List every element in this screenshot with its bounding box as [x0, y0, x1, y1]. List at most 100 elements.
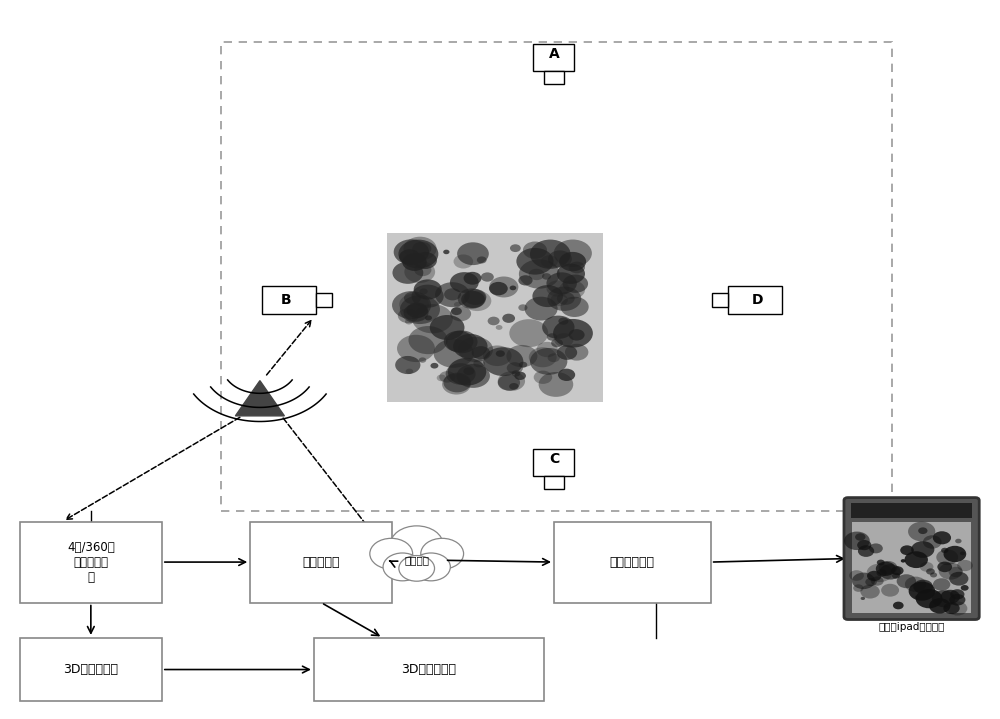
- Circle shape: [402, 253, 427, 271]
- Circle shape: [514, 372, 526, 380]
- Circle shape: [861, 597, 865, 600]
- Circle shape: [397, 335, 435, 362]
- Circle shape: [399, 293, 429, 315]
- Circle shape: [871, 577, 884, 586]
- Circle shape: [852, 572, 875, 589]
- Text: 处理与编码: 处理与编码: [302, 556, 340, 569]
- Circle shape: [551, 339, 563, 347]
- Circle shape: [930, 572, 937, 577]
- Circle shape: [463, 290, 491, 311]
- Circle shape: [483, 345, 512, 366]
- Circle shape: [849, 570, 864, 581]
- Circle shape: [565, 344, 588, 361]
- Circle shape: [932, 590, 955, 607]
- Circle shape: [412, 304, 453, 334]
- Circle shape: [557, 292, 575, 305]
- Circle shape: [905, 551, 928, 568]
- Circle shape: [518, 275, 533, 285]
- Circle shape: [399, 556, 435, 581]
- Circle shape: [477, 257, 487, 263]
- Circle shape: [939, 562, 962, 580]
- Circle shape: [530, 348, 567, 375]
- Circle shape: [960, 551, 965, 555]
- Circle shape: [860, 585, 880, 598]
- Bar: [852, 521, 971, 613]
- Circle shape: [398, 308, 418, 323]
- Circle shape: [370, 539, 413, 569]
- Circle shape: [542, 273, 551, 280]
- Circle shape: [437, 375, 446, 381]
- Circle shape: [519, 260, 560, 288]
- Circle shape: [869, 544, 883, 554]
- Circle shape: [412, 553, 450, 581]
- Circle shape: [948, 601, 967, 615]
- Circle shape: [905, 577, 926, 592]
- Circle shape: [558, 369, 575, 381]
- Circle shape: [558, 318, 568, 325]
- Polygon shape: [235, 380, 284, 416]
- Circle shape: [408, 326, 448, 354]
- Circle shape: [451, 307, 462, 315]
- Circle shape: [892, 573, 900, 579]
- Circle shape: [398, 239, 438, 268]
- Circle shape: [539, 372, 573, 397]
- Circle shape: [915, 595, 920, 599]
- Circle shape: [926, 568, 935, 574]
- Circle shape: [546, 273, 577, 294]
- Circle shape: [534, 370, 552, 384]
- Circle shape: [457, 364, 490, 388]
- Circle shape: [561, 297, 589, 317]
- Circle shape: [569, 329, 585, 341]
- Circle shape: [430, 315, 464, 340]
- Circle shape: [450, 272, 479, 293]
- Circle shape: [955, 539, 962, 544]
- Circle shape: [489, 282, 508, 296]
- Bar: [316, 293, 332, 307]
- Circle shape: [446, 363, 476, 385]
- Circle shape: [525, 297, 558, 321]
- Circle shape: [900, 545, 914, 555]
- Circle shape: [855, 533, 865, 541]
- Bar: [544, 71, 564, 83]
- Circle shape: [390, 526, 443, 564]
- Circle shape: [446, 331, 478, 353]
- Circle shape: [516, 248, 554, 275]
- Circle shape: [395, 356, 420, 374]
- Circle shape: [913, 580, 933, 594]
- Circle shape: [443, 372, 471, 393]
- Circle shape: [439, 371, 455, 383]
- Circle shape: [488, 316, 500, 325]
- Circle shape: [481, 273, 494, 282]
- Circle shape: [529, 347, 557, 367]
- Circle shape: [519, 362, 527, 367]
- Circle shape: [940, 590, 960, 604]
- Circle shape: [897, 574, 916, 588]
- Circle shape: [554, 333, 573, 347]
- Circle shape: [529, 269, 544, 280]
- Circle shape: [943, 546, 966, 562]
- Circle shape: [867, 564, 892, 582]
- Bar: [728, 285, 782, 313]
- Circle shape: [937, 562, 952, 572]
- Bar: [533, 44, 574, 71]
- Circle shape: [510, 285, 516, 290]
- Circle shape: [464, 289, 486, 305]
- Circle shape: [498, 371, 525, 391]
- Circle shape: [569, 262, 585, 273]
- Circle shape: [509, 383, 519, 390]
- Circle shape: [559, 252, 586, 271]
- Circle shape: [877, 569, 887, 577]
- Circle shape: [554, 239, 592, 267]
- Circle shape: [507, 362, 523, 374]
- Circle shape: [865, 578, 877, 586]
- Circle shape: [950, 589, 964, 600]
- Circle shape: [464, 272, 481, 285]
- Bar: [221, 42, 892, 511]
- Circle shape: [957, 560, 973, 571]
- Circle shape: [857, 540, 871, 550]
- Circle shape: [891, 566, 904, 575]
- Circle shape: [548, 250, 572, 267]
- Circle shape: [400, 296, 440, 324]
- Circle shape: [489, 277, 518, 298]
- Text: 手机或ipad或投影机: 手机或ipad或投影机: [878, 623, 945, 632]
